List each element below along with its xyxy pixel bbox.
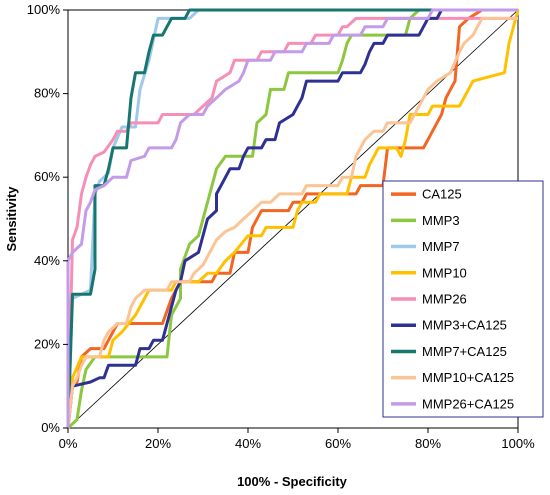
x-tick-label: 0% <box>59 436 78 451</box>
plot-area <box>66 8 520 430</box>
x-tick-labels: 0% 20% 40% 60% 80% 100% <box>59 428 535 451</box>
series-line-mmp3 <box>66 8 518 430</box>
y-tick-label: 100% <box>27 2 61 17</box>
series-line-ca125 <box>67 8 518 388</box>
y-tick-label: 60% <box>34 169 60 184</box>
legend-label: MMP7+CA125 <box>422 344 507 359</box>
y-tick-label: 80% <box>34 86 60 101</box>
series-line-mmp7-plus-ca125 <box>66 8 518 429</box>
legend-label: MMP3 <box>422 213 460 228</box>
x-axis-title: 100% - Specificity <box>237 474 348 489</box>
y-tick-label: 20% <box>34 336 60 351</box>
y-axis-title: Sensitivity <box>4 186 19 252</box>
legend-label: CA125 <box>422 187 462 202</box>
legend-label: MMP10 <box>422 265 467 280</box>
y-tick-labels: 0% 20% 40% 60% 80% 100% <box>27 2 68 435</box>
legend: CA125 MMP3 MMP7 MMP10 MMP26 MMP3+CA125 MMP7+CA… <box>382 180 544 418</box>
legend-label: MMP3+CA125 <box>422 318 507 333</box>
legend-label: MMP26 <box>422 292 467 307</box>
series-line-mmp3-plus-ca125 <box>66 8 518 429</box>
series-line-mmp10-plus-ca125 <box>66 16 518 429</box>
x-tick-label: 60% <box>325 436 351 451</box>
x-tick-label: 20% <box>145 436 171 451</box>
x-tick-label: 40% <box>235 436 261 451</box>
legend-label: MMP26+CA125 <box>422 396 514 411</box>
series-line-mmp26-plus-ca125 <box>66 8 518 428</box>
legend-label: MMP7 <box>422 239 460 254</box>
series-line-mmp10 <box>66 9 520 429</box>
legend-label: MMP10+CA125 <box>422 370 514 385</box>
series-line-mmp26 <box>66 16 518 429</box>
x-tick-label: 80% <box>415 436 441 451</box>
y-tick-label: 0% <box>41 420 60 435</box>
y-tick-label: 40% <box>34 253 60 268</box>
x-tick-label: 100% <box>501 436 535 451</box>
